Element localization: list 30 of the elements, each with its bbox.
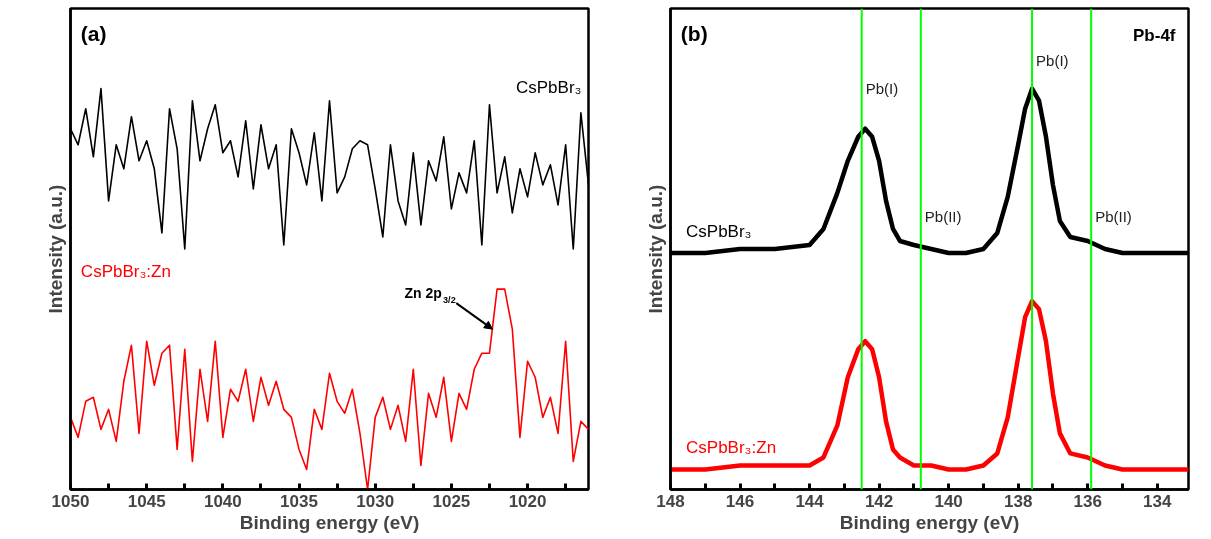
ref-line-label: Pb(II) <box>1095 207 1132 225</box>
text: (b) <box>680 21 708 45</box>
text: (a) <box>80 21 107 45</box>
text: CsPbBr₃:Zn <box>80 262 171 282</box>
ref-line-label: Pb(II) <box>924 207 962 225</box>
series-label: CsPbBr₃:Zn <box>686 438 777 458</box>
y-axis-title: Intensity (a.u.) <box>44 184 66 314</box>
x-axis-title: Binding energy (eV) <box>839 511 1020 533</box>
x-tick-label: 134 <box>1143 491 1172 511</box>
x-tick-label: 1025 <box>432 491 471 511</box>
x-tick-label: 142 <box>864 491 894 511</box>
text: Pb-4f <box>1133 25 1176 45</box>
ref-line-label: Pb(I) <box>865 79 899 97</box>
x-tick-label: 1045 <box>127 491 166 511</box>
x-tick-label: 1040 <box>203 491 242 511</box>
x-tick-label: 136 <box>1073 491 1102 511</box>
x-tick-label: 138 <box>1003 491 1033 511</box>
series-label: CsPbBr₃ <box>686 221 752 241</box>
x-tick-label: 1035 <box>280 491 318 511</box>
x-tick-label: 146 <box>725 491 755 511</box>
x-tick-label: 1020 <box>508 491 547 511</box>
series-label: CsPbBr₃ <box>515 77 582 97</box>
x-tick-label: 148 <box>656 491 685 511</box>
x-tick-label: 144 <box>795 491 825 511</box>
x-tick-label: 1050 <box>51 491 90 511</box>
x-tick-label: 140 <box>934 491 963 511</box>
x-axis-title: Binding energy (eV) <box>239 511 420 533</box>
x-tick-label: 1030 <box>356 491 395 511</box>
y-axis-title: Intensity (a.u.) <box>644 184 666 314</box>
ref-line-label: Pb(I) <box>1036 51 1069 69</box>
